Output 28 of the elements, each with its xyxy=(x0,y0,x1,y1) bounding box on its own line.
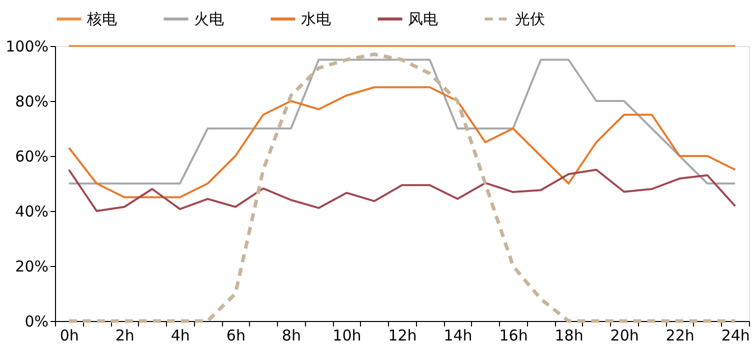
x-tick-label: 0h xyxy=(60,326,79,344)
x-tick-label: 20h xyxy=(610,326,639,344)
x-tick-label: 8h xyxy=(282,326,301,344)
y-tick-label: 60% xyxy=(15,148,48,166)
x-tick-label: 18h xyxy=(554,326,584,344)
y-tick-label: 0% xyxy=(24,312,48,330)
x-tick-label: 2h xyxy=(115,326,134,344)
x-tick-label: 22h xyxy=(666,326,694,344)
x-tick-label: 6h xyxy=(226,326,246,344)
line-series xyxy=(68,168,736,212)
x-tick-label: 14h xyxy=(444,326,472,344)
legend-label: 火电 xyxy=(194,10,224,28)
y-tick-label: 20% xyxy=(15,258,48,276)
line-series xyxy=(68,58,736,184)
x-tick-label: 10h xyxy=(332,326,362,344)
y-tick-label: 80% xyxy=(15,92,48,110)
legend-label: 风电 xyxy=(408,10,438,28)
x-tick-label: 24h xyxy=(721,326,750,344)
y-tick-label: 40% xyxy=(15,202,48,220)
x-tick-label: 12h xyxy=(388,326,417,344)
x-tick-label: 4h xyxy=(170,326,190,344)
line-series xyxy=(67,52,737,323)
legend-label: 水电 xyxy=(301,10,331,28)
y-tick-label: 100% xyxy=(6,38,48,56)
line-series xyxy=(68,86,736,198)
x-tick-label: 16h xyxy=(499,326,528,344)
legend-label: 光伏 xyxy=(515,10,545,28)
legend-label: 核电 xyxy=(86,10,117,28)
